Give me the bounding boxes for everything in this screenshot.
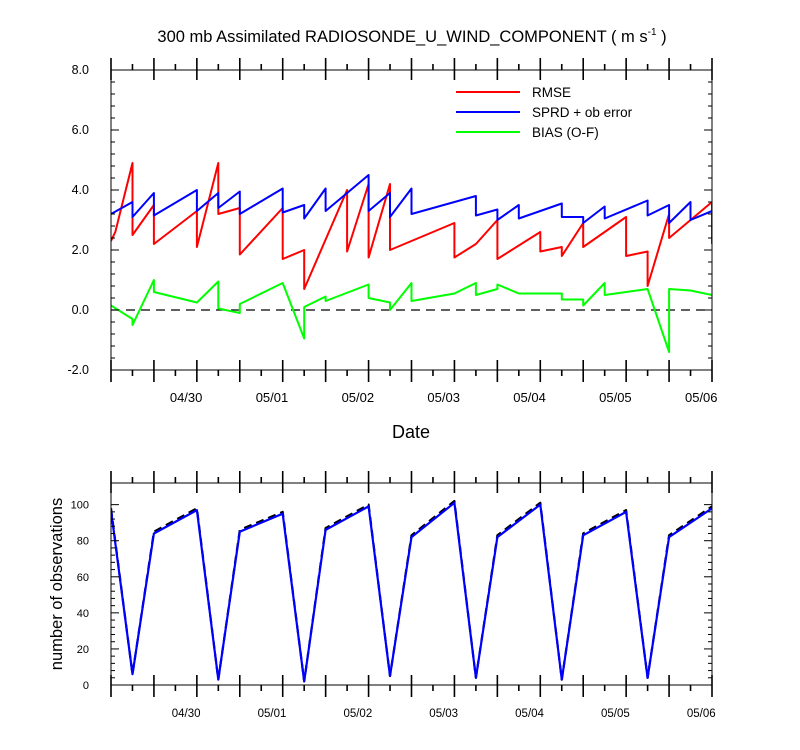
top-xtick-label: 04/30: [170, 390, 203, 405]
rmse-spread-bias-plot: -2.0 0.0 2.0 4.0 6.0 8.0 04/30 05/01 05/02 05/03 0…: [67, 58, 718, 442]
series-line-rmse: [111, 162, 712, 290]
bottom-xtick-label: 05/06: [687, 708, 716, 720]
bottom-ytick-label: 20: [77, 644, 89, 656]
top-xtick-label: 05/03: [427, 390, 460, 405]
top-ytick-label: -2.0: [67, 363, 89, 377]
bottom-series-group: [111, 499, 712, 683]
bottom-xtick-label: 05/05: [601, 708, 630, 720]
bottom-ytick-label: 0: [83, 680, 89, 692]
bottom-ticks: [110, 471, 713, 697]
legend: RMSE SPRD + ob error BIAS (O-F): [456, 85, 633, 140]
series-line-sprd-ob-error: [111, 174, 712, 224]
top-series-group: [111, 162, 712, 353]
bottom-axis-labels: 0 20 40 60 80 100 04/30 05/01 05/02 05/03 05/04 05/…: [71, 500, 716, 720]
legend-label: RMSE: [532, 85, 571, 100]
bottom-ytick-label: 40: [77, 608, 89, 620]
top-ytick-label: 8.0: [72, 63, 89, 77]
chart-title: 300 mb Assimilated RADIOSONDE_U_WIND_COM…: [157, 27, 666, 46]
top-xtick-label: 05/06: [685, 390, 718, 405]
top-ticks: [110, 58, 713, 382]
observation-count-plot: 0 20 40 60 80 100 04/30 05/01 05/02 05/03 05/04 05/…: [48, 471, 716, 720]
bottom-ytick-label: 60: [77, 572, 89, 584]
bottom-xtick-label: 05/04: [515, 708, 544, 720]
top-ytick-label: 4.0: [72, 183, 89, 197]
legend-label: BIAS (O-F): [532, 125, 599, 140]
top-ytick-label: 0.0: [72, 303, 89, 317]
bottom-xtick-label: 04/30: [172, 708, 201, 720]
top-xtick-label: 05/02: [342, 390, 375, 405]
bottom-xtick-label: 05/02: [343, 708, 372, 720]
x-axis-title: Date: [392, 422, 430, 442]
series-line-observations-dashed-: [111, 499, 712, 683]
top-xtick-label: 05/01: [256, 390, 289, 405]
series-line-bias-o-f-: [111, 279, 712, 353]
bottom-xtick-label: 05/01: [258, 708, 287, 720]
y-axis-title-observations: number of observations: [48, 498, 66, 670]
bottom-xtick-label: 05/03: [429, 708, 458, 720]
bottom-ytick-label: 100: [71, 500, 89, 512]
legend-label: SPRD + ob error: [532, 105, 633, 120]
top-xtick-label: 05/05: [599, 390, 632, 405]
top-axis-labels: -2.0 0.0 2.0 4.0 6.0 8.0 04/30 05/01 05/02 05/03 0…: [67, 63, 717, 405]
bottom-ytick-label: 80: [77, 536, 89, 548]
series-line-observations-solid-: [111, 501, 712, 683]
top-ytick-label: 6.0: [72, 123, 89, 137]
top-ytick-label: 2.0: [72, 243, 89, 257]
top-xtick-label: 05/04: [513, 390, 546, 405]
